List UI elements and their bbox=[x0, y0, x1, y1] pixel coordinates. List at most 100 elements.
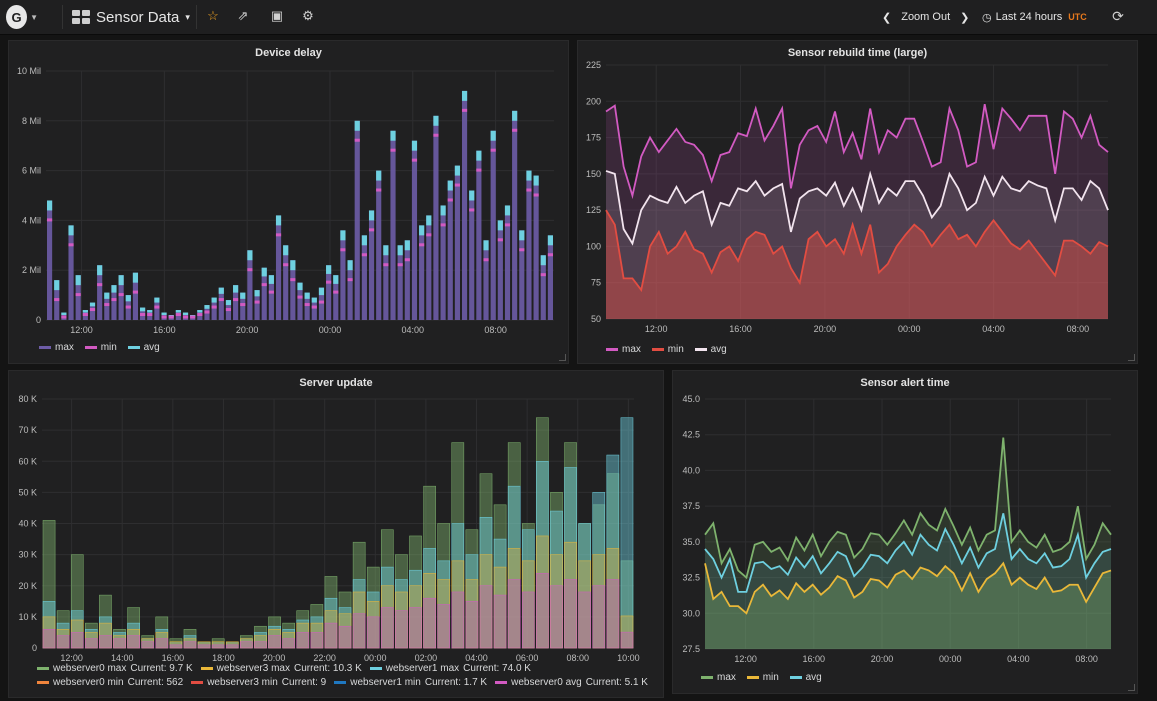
time-picker[interactable]: ◷ Last 24 hours UTC bbox=[982, 0, 1087, 34]
legend-item[interactable]: webserver0 max Current: 9.7 K bbox=[37, 662, 193, 675]
legend-item[interactable]: min bbox=[84, 342, 117, 353]
legend-item[interactable]: min bbox=[746, 672, 779, 683]
legend-item[interactable]: webserver0 avg Current: 5.1 K bbox=[495, 676, 648, 689]
alert-time-chart: 27.5 30.0 32.5 35.0 37.5 40.0 42.5 45.0 12:00 16:… bbox=[682, 394, 1112, 664]
bar-min bbox=[297, 295, 303, 299]
bar-min bbox=[54, 298, 60, 302]
y-tick-label: 35.0 bbox=[682, 537, 700, 547]
panel-resize-handle[interactable] bbox=[1128, 354, 1135, 361]
legend-label: min bbox=[762, 672, 779, 683]
legend-item[interactable]: webserver1 max Current: 74.0 K bbox=[369, 662, 531, 675]
legend-item[interactable]: max bbox=[701, 672, 736, 683]
bar-avg bbox=[268, 275, 274, 284]
legend-item[interactable]: min bbox=[651, 344, 684, 355]
gear-icon[interactable]: ⚙ bbox=[302, 8, 314, 23]
panel-server-update: Server update 0 10 K 20 K 30 K 40 K 50 K 60 K 7… bbox=[8, 370, 664, 698]
bar-max bbox=[476, 150, 482, 320]
bar-min bbox=[290, 278, 296, 282]
legend-swatch bbox=[369, 667, 382, 670]
share-icon[interactable]: ⇗ bbox=[237, 8, 249, 23]
bar-avg bbox=[47, 200, 53, 211]
bar-avg bbox=[147, 310, 153, 313]
dashboard-title: Sensor Data bbox=[96, 8, 180, 26]
bar-max bbox=[347, 260, 353, 320]
bar-min bbox=[104, 303, 110, 307]
x-tick-label: 12:00 bbox=[645, 324, 668, 334]
chevron-left-icon[interactable]: ❮ bbox=[882, 11, 892, 24]
chevron-right-icon[interactable]: ❯ bbox=[960, 11, 970, 24]
bar-avg bbox=[197, 310, 203, 313]
grafana-logo-icon[interactable]: G ▼ bbox=[6, 4, 38, 30]
bar-max bbox=[461, 90, 468, 320]
series-line-min bbox=[704, 561, 1112, 615]
x-tick-label: 16:00 bbox=[803, 654, 826, 664]
panel-resize-handle[interactable] bbox=[559, 354, 566, 361]
dashboard-picker[interactable]: Sensor Data ▾ bbox=[72, 0, 190, 34]
legend-item[interactable]: webserver3 max Current: 10.3 K bbox=[200, 662, 362, 675]
zoom-out-button[interactable]: Zoom Out bbox=[901, 11, 951, 23]
bar-webserver0-avg bbox=[211, 644, 225, 649]
bar-min bbox=[411, 158, 418, 162]
divider bbox=[62, 5, 63, 29]
bar-webserver0-avg bbox=[620, 631, 634, 649]
bar-avg bbox=[397, 245, 403, 256]
bar-max bbox=[426, 215, 432, 320]
bar-avg bbox=[140, 307, 146, 312]
bar-webserver0-avg bbox=[395, 610, 408, 649]
panel-title[interactable]: Device delay bbox=[255, 47, 322, 59]
x-tick-label: 04:00 bbox=[982, 324, 1005, 334]
bar-min bbox=[233, 298, 239, 302]
bar-avg bbox=[411, 140, 418, 151]
time-range-label: Last 24 hours bbox=[995, 11, 1063, 23]
bar-min bbox=[211, 305, 217, 309]
bar-min bbox=[519, 248, 525, 252]
legend-item[interactable]: webserver3 min Current: 9 bbox=[191, 676, 326, 689]
bar-max bbox=[297, 282, 303, 320]
series-line-avg bbox=[704, 513, 1112, 593]
panel-title[interactable]: Sensor rebuild time (large) bbox=[787, 47, 928, 59]
legend-item[interactable]: webserver1 min Current: 1.7 K bbox=[334, 676, 487, 689]
save-icon[interactable]: ▣ bbox=[270, 8, 284, 23]
y-tick-label: 32.5 bbox=[682, 573, 700, 583]
bar-avg bbox=[154, 297, 160, 303]
bar-min bbox=[118, 293, 124, 297]
bar-max bbox=[504, 205, 511, 320]
bar-max bbox=[47, 200, 53, 320]
legend-item[interactable]: avg bbox=[694, 344, 727, 355]
legend-current-value: Current: 10.3 K bbox=[293, 663, 362, 674]
star-icon[interactable]: ☆ bbox=[207, 8, 219, 23]
bar-min bbox=[469, 208, 475, 212]
bar-min bbox=[340, 248, 346, 252]
bar-webserver0-avg bbox=[70, 632, 84, 649]
legend-item[interactable]: max bbox=[39, 342, 74, 353]
legend-swatch bbox=[191, 681, 204, 684]
bar-min bbox=[490, 148, 496, 152]
legend-item[interactable]: max bbox=[606, 344, 641, 355]
bar-min bbox=[154, 305, 160, 309]
refresh-icon[interactable]: ⟳ bbox=[1112, 8, 1124, 24]
legend-item[interactable]: avg bbox=[789, 672, 822, 683]
legend-label: webserver3 min bbox=[207, 677, 278, 688]
bar-webserver0-avg bbox=[479, 585, 493, 649]
bar-webserver0-avg bbox=[282, 638, 295, 649]
legend-item[interactable]: avg bbox=[127, 342, 160, 353]
panel-title[interactable]: Sensor alert time bbox=[860, 377, 950, 389]
bar-max bbox=[447, 180, 453, 320]
bar-avg bbox=[283, 245, 289, 256]
legend-item[interactable]: webserver0 min Current: 562 bbox=[37, 676, 183, 689]
bar-webserver0-avg bbox=[521, 591, 535, 649]
bar-min bbox=[419, 243, 425, 247]
bar-webserver0-avg bbox=[169, 644, 183, 649]
bar-avg bbox=[354, 120, 360, 131]
bar-webserver0-avg bbox=[141, 641, 155, 649]
bar-avg bbox=[175, 310, 181, 313]
bar-max bbox=[240, 292, 246, 320]
panel-title[interactable]: Server update bbox=[299, 377, 373, 389]
y-tick-label: 10 Mil bbox=[17, 66, 41, 76]
bar-avg bbox=[519, 230, 525, 241]
y-tick-label: 150 bbox=[586, 169, 601, 179]
bar-max bbox=[497, 220, 503, 320]
legend-label: avg bbox=[805, 672, 822, 683]
panel-resize-handle[interactable] bbox=[1128, 684, 1135, 691]
bar-max bbox=[111, 285, 117, 320]
